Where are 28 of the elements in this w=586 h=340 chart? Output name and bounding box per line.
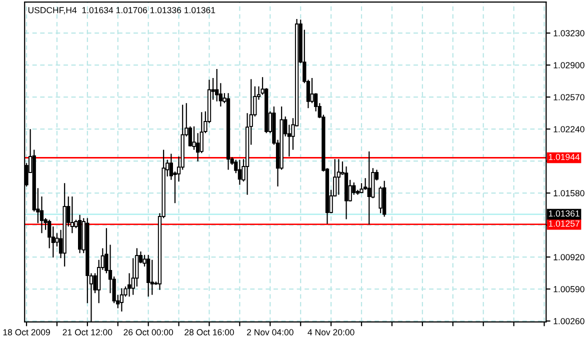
y-tick-label: 1.00920 xyxy=(554,254,584,260)
candlestick xyxy=(146,254,150,298)
candlestick xyxy=(238,159,242,186)
y-tick-label: 1.03230 xyxy=(554,30,584,36)
candlestick xyxy=(378,186,382,214)
candlestick xyxy=(70,196,74,234)
x-tick-label: 18 Oct 2009 xyxy=(3,329,50,336)
x-tick-label: 26 Oct 00:00 xyxy=(124,329,174,336)
candlestick xyxy=(120,288,124,312)
ref-line-label: 1.01257 xyxy=(548,220,580,227)
x-tick-label: 4 Nov 20:00 xyxy=(308,329,354,336)
ref-line-label: 1.01361 xyxy=(548,210,580,217)
y-tick-label: 1.02900 xyxy=(554,62,584,68)
chart-title: USDCHF,H4 1.01634 1.01706 1.01336 1.01361 xyxy=(28,7,216,14)
candlestick xyxy=(336,158,340,196)
x-tick-label: 28 Oct 16:00 xyxy=(184,329,234,336)
x-tick-label: 2 Nov 04:00 xyxy=(247,329,294,336)
ref-line-label: 1.01944 xyxy=(548,154,580,160)
candlestick xyxy=(150,259,154,296)
y-tick-label: 1.00590 xyxy=(554,286,584,292)
y-tick-label: 1.00260 xyxy=(554,318,584,324)
candlestick xyxy=(367,150,371,225)
y-tick-label: 1.02570 xyxy=(554,94,584,100)
candlestick xyxy=(310,77,314,104)
candlestick xyxy=(127,272,132,298)
y-tick-label: 1.02240 xyxy=(554,126,584,132)
x-tick-label: 21 Oct 12:00 xyxy=(62,329,112,336)
y-tick-label: 1.01580 xyxy=(554,190,584,196)
